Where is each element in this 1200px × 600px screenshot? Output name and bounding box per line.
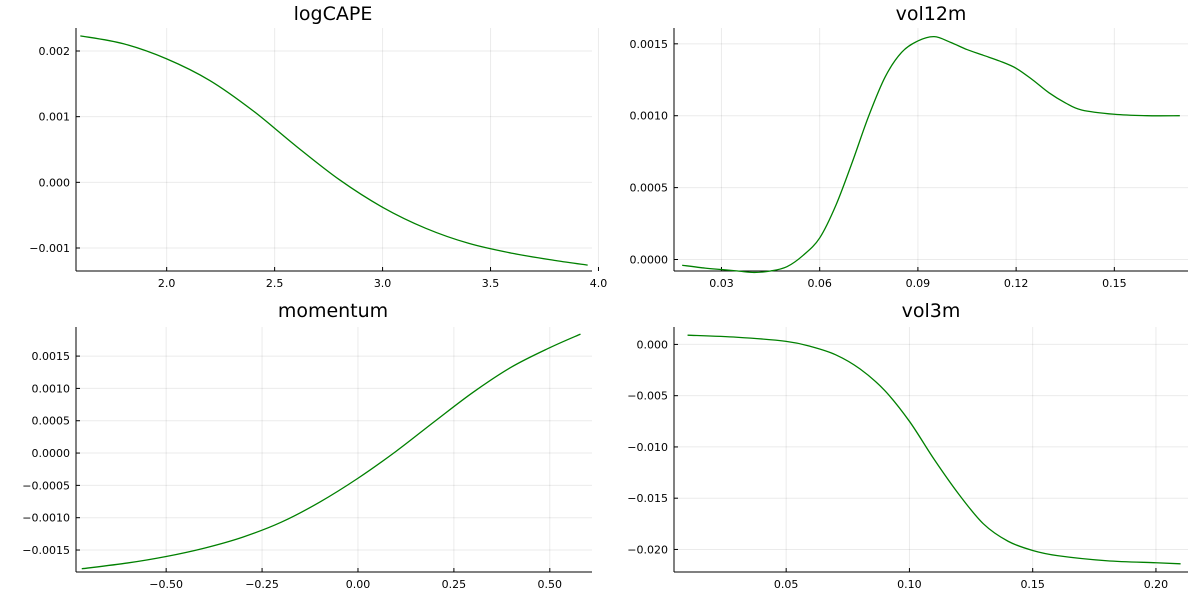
grid-lines [76, 327, 592, 572]
x-tick-label: 0.10 [897, 578, 922, 591]
y-tick-label: 0.0015 [630, 38, 669, 51]
y-tick-label: 0.002 [39, 45, 71, 58]
y-axis-ticks: 0.0000 0.0005 0.0010 0.0015 [630, 38, 678, 266]
y-tick-label: −0.015 [627, 492, 668, 505]
panel-title: logCAPE [294, 3, 373, 25]
axes [673, 28, 1188, 272]
y-tick-label: 0.000 [637, 338, 669, 351]
grid-lines [674, 28, 1188, 271]
panel-vol12m: vol12m 0.03 0.06 0.09 0.12 0.15 0.0000 0.0005… [630, 3, 1188, 290]
panel-title: vol3m [902, 300, 961, 322]
y-tick-label: 0.0005 [32, 415, 71, 428]
y-tick-label: 0.000 [39, 176, 71, 189]
y-axis-ticks: −0.020 −0.015 −0.010 −0.005 0.000 [627, 338, 678, 556]
x-tick-label: 2.0 [158, 277, 176, 290]
x-tick-label: 0.03 [709, 277, 734, 290]
x-tick-label: −0.50 [149, 578, 183, 591]
x-tick-label: 0.25 [442, 578, 467, 591]
y-tick-label: −0.001 [29, 242, 70, 255]
panel-logcape: logCAPE 2.0 2.5 3.0 3.5 4.0 −0.001 0.000 0.001… [29, 3, 607, 290]
y-tick-label: −0.005 [627, 390, 668, 403]
y-tick-label: −0.020 [627, 543, 668, 556]
y-tick-label: −0.0015 [22, 544, 70, 557]
y-tick-label: 0.0000 [32, 447, 71, 460]
x-tick-label: 0.09 [906, 277, 931, 290]
series-group [81, 333, 581, 570]
x-tick-label: 0.20 [1144, 578, 1169, 591]
panel-title: vol12m [896, 3, 967, 25]
y-tick-label: 0.0005 [630, 182, 669, 195]
x-tick-label: 0.12 [1004, 277, 1029, 290]
y-tick-label: 0.0015 [32, 350, 71, 363]
series-group [80, 35, 588, 266]
panel-title: momentum [278, 300, 388, 322]
x-axis-ticks: −0.50 −0.25 0.00 0.25 0.50 [149, 568, 562, 591]
series-group [687, 334, 1181, 565]
y-tick-label: −0.0010 [22, 512, 70, 525]
y-axis-ticks: −0.001 0.000 0.001 0.002 [29, 45, 80, 255]
panel-vol3m: vol3m 0.05 0.10 0.15 0.20 −0.020 −0.015 −0.01… [627, 300, 1188, 591]
x-tick-label: 0.50 [538, 578, 563, 591]
grid-lines [76, 28, 599, 271]
series-line [682, 35, 1180, 274]
axes [75, 28, 592, 272]
axes [673, 327, 1188, 573]
axes [75, 327, 592, 573]
x-axis-ticks: 0.05 0.10 0.15 0.20 [774, 568, 1168, 591]
panel-momentum: momentum −0.50 −0.25 0.00 0.25 0.50 −0.0015−… [22, 300, 592, 591]
y-tick-label: 0.001 [39, 111, 71, 124]
x-tick-label: 3.5 [482, 277, 500, 290]
x-axis-ticks: 2.0 2.5 3.0 3.5 4.0 [158, 267, 607, 290]
x-tick-label: 0.15 [1020, 578, 1045, 591]
y-tick-label: 0.0000 [630, 253, 669, 266]
x-tick-label: 4.0 [590, 277, 608, 290]
x-tick-label: 0.00 [346, 578, 371, 591]
series-line [81, 333, 581, 570]
series-line [687, 334, 1181, 565]
x-tick-label: 0.05 [774, 578, 799, 591]
y-tick-label: 0.0010 [32, 382, 71, 395]
x-tick-label: 0.15 [1102, 277, 1127, 290]
x-tick-label: −0.25 [245, 578, 279, 591]
y-tick-label: 0.0010 [630, 110, 669, 123]
x-tick-label: 0.06 [807, 277, 832, 290]
series-group [682, 35, 1180, 274]
grid-lines [674, 327, 1188, 572]
y-tick-label: −0.010 [627, 441, 668, 454]
y-tick-label: −0.0005 [22, 479, 70, 492]
x-axis-ticks: 0.03 0.06 0.09 0.12 0.15 [709, 267, 1127, 290]
x-tick-label: 2.5 [266, 277, 284, 290]
x-tick-label: 3.0 [374, 277, 392, 290]
series-line [80, 35, 588, 266]
y-axis-ticks: −0.0015 −0.0010 −0.0005 0.0000 0.0005 0.0010 0… [22, 350, 80, 557]
